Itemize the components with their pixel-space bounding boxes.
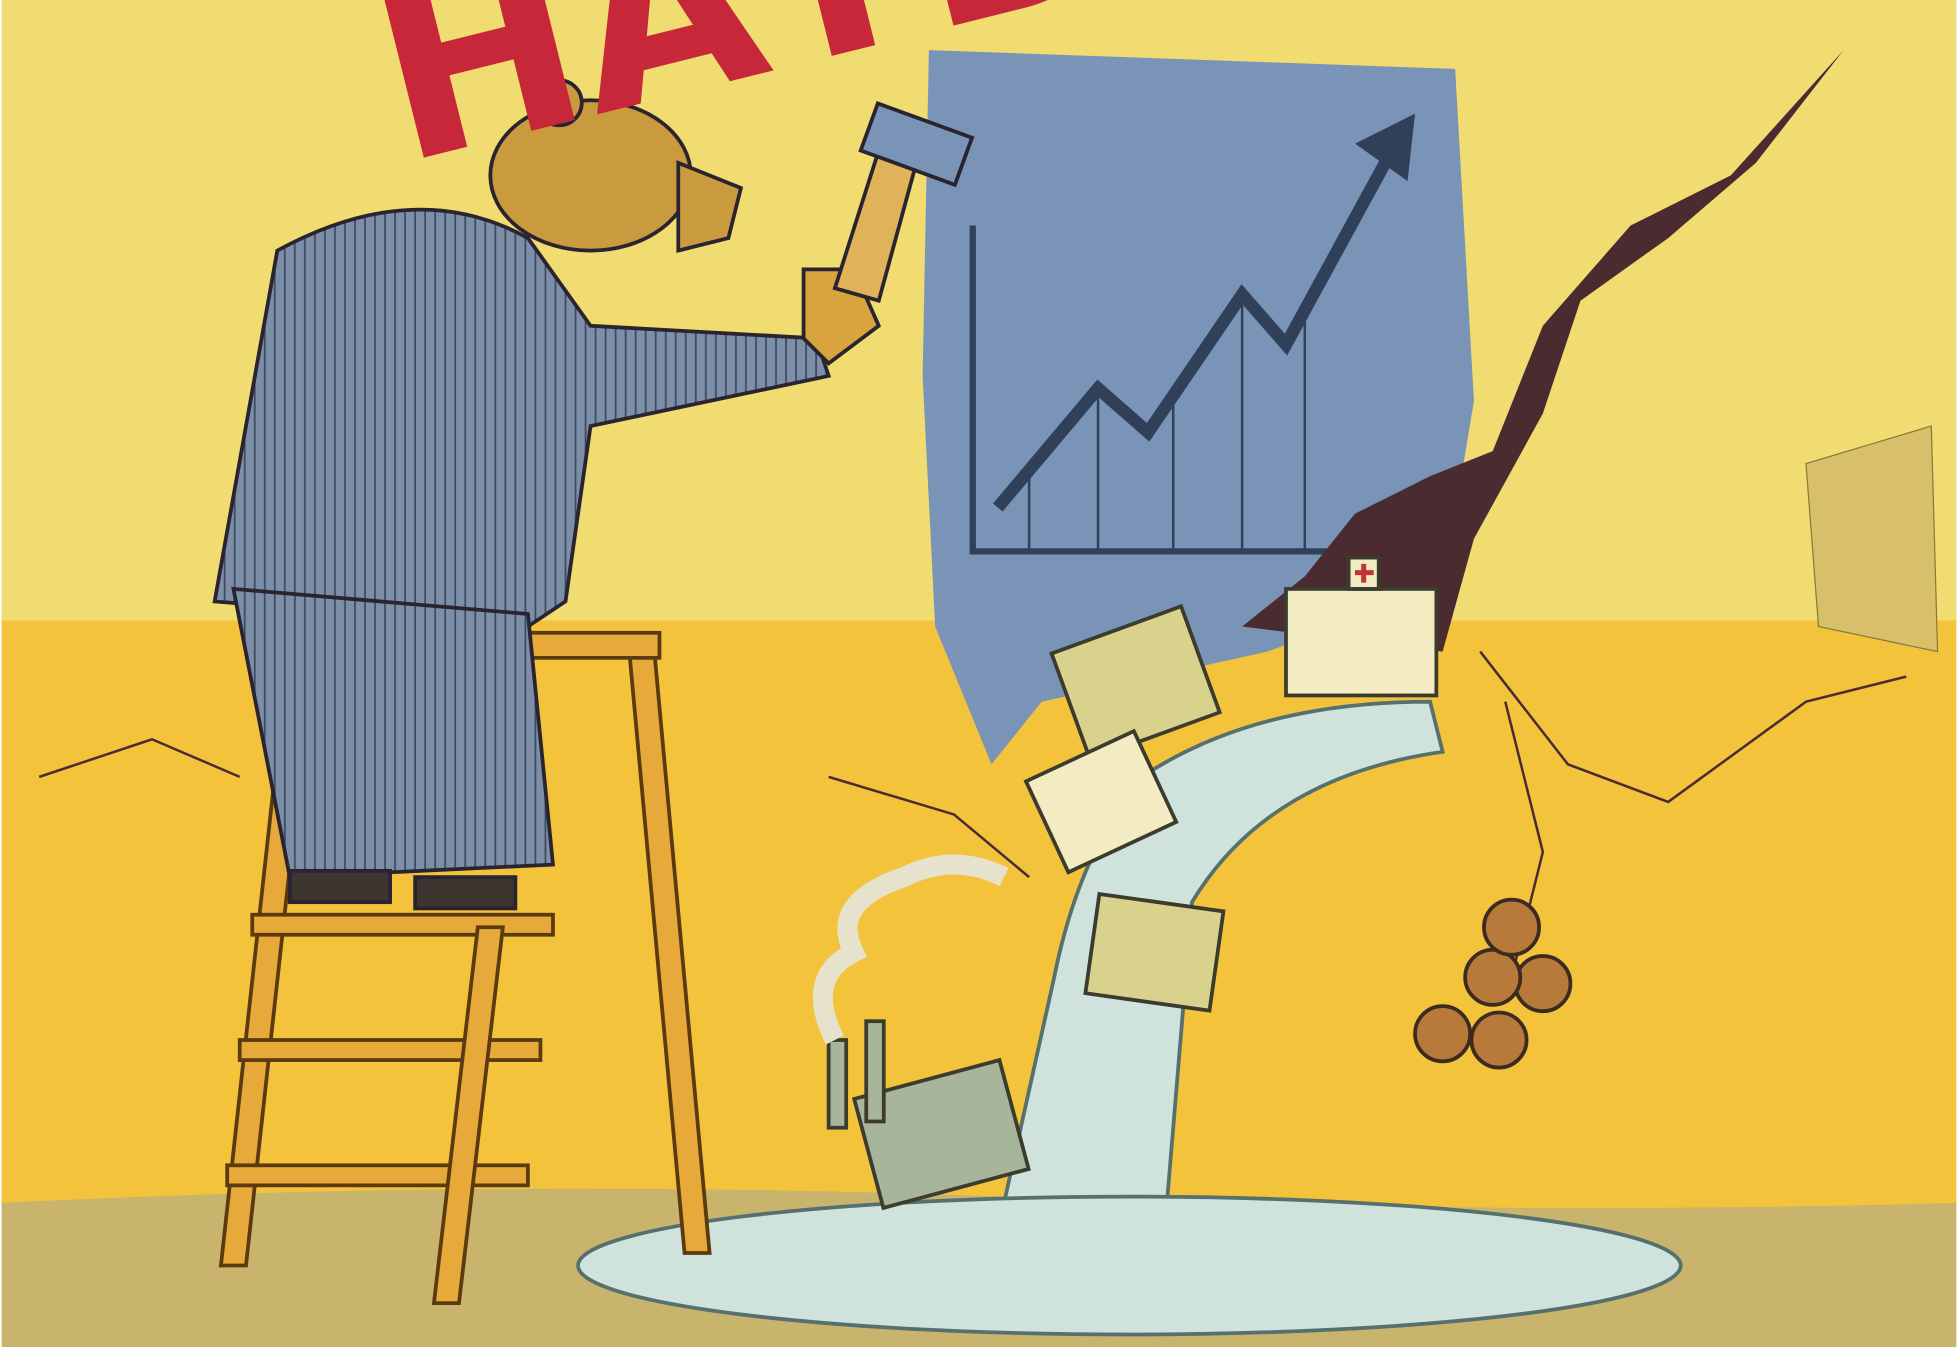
bricks <box>1806 426 1938 652</box>
puddle <box>578 1197 1681 1335</box>
page: НАТБ (() => { const data = JSON.parse(do… <box>0 0 1958 1347</box>
illustration: НАТБ <box>0 0 1958 1347</box>
